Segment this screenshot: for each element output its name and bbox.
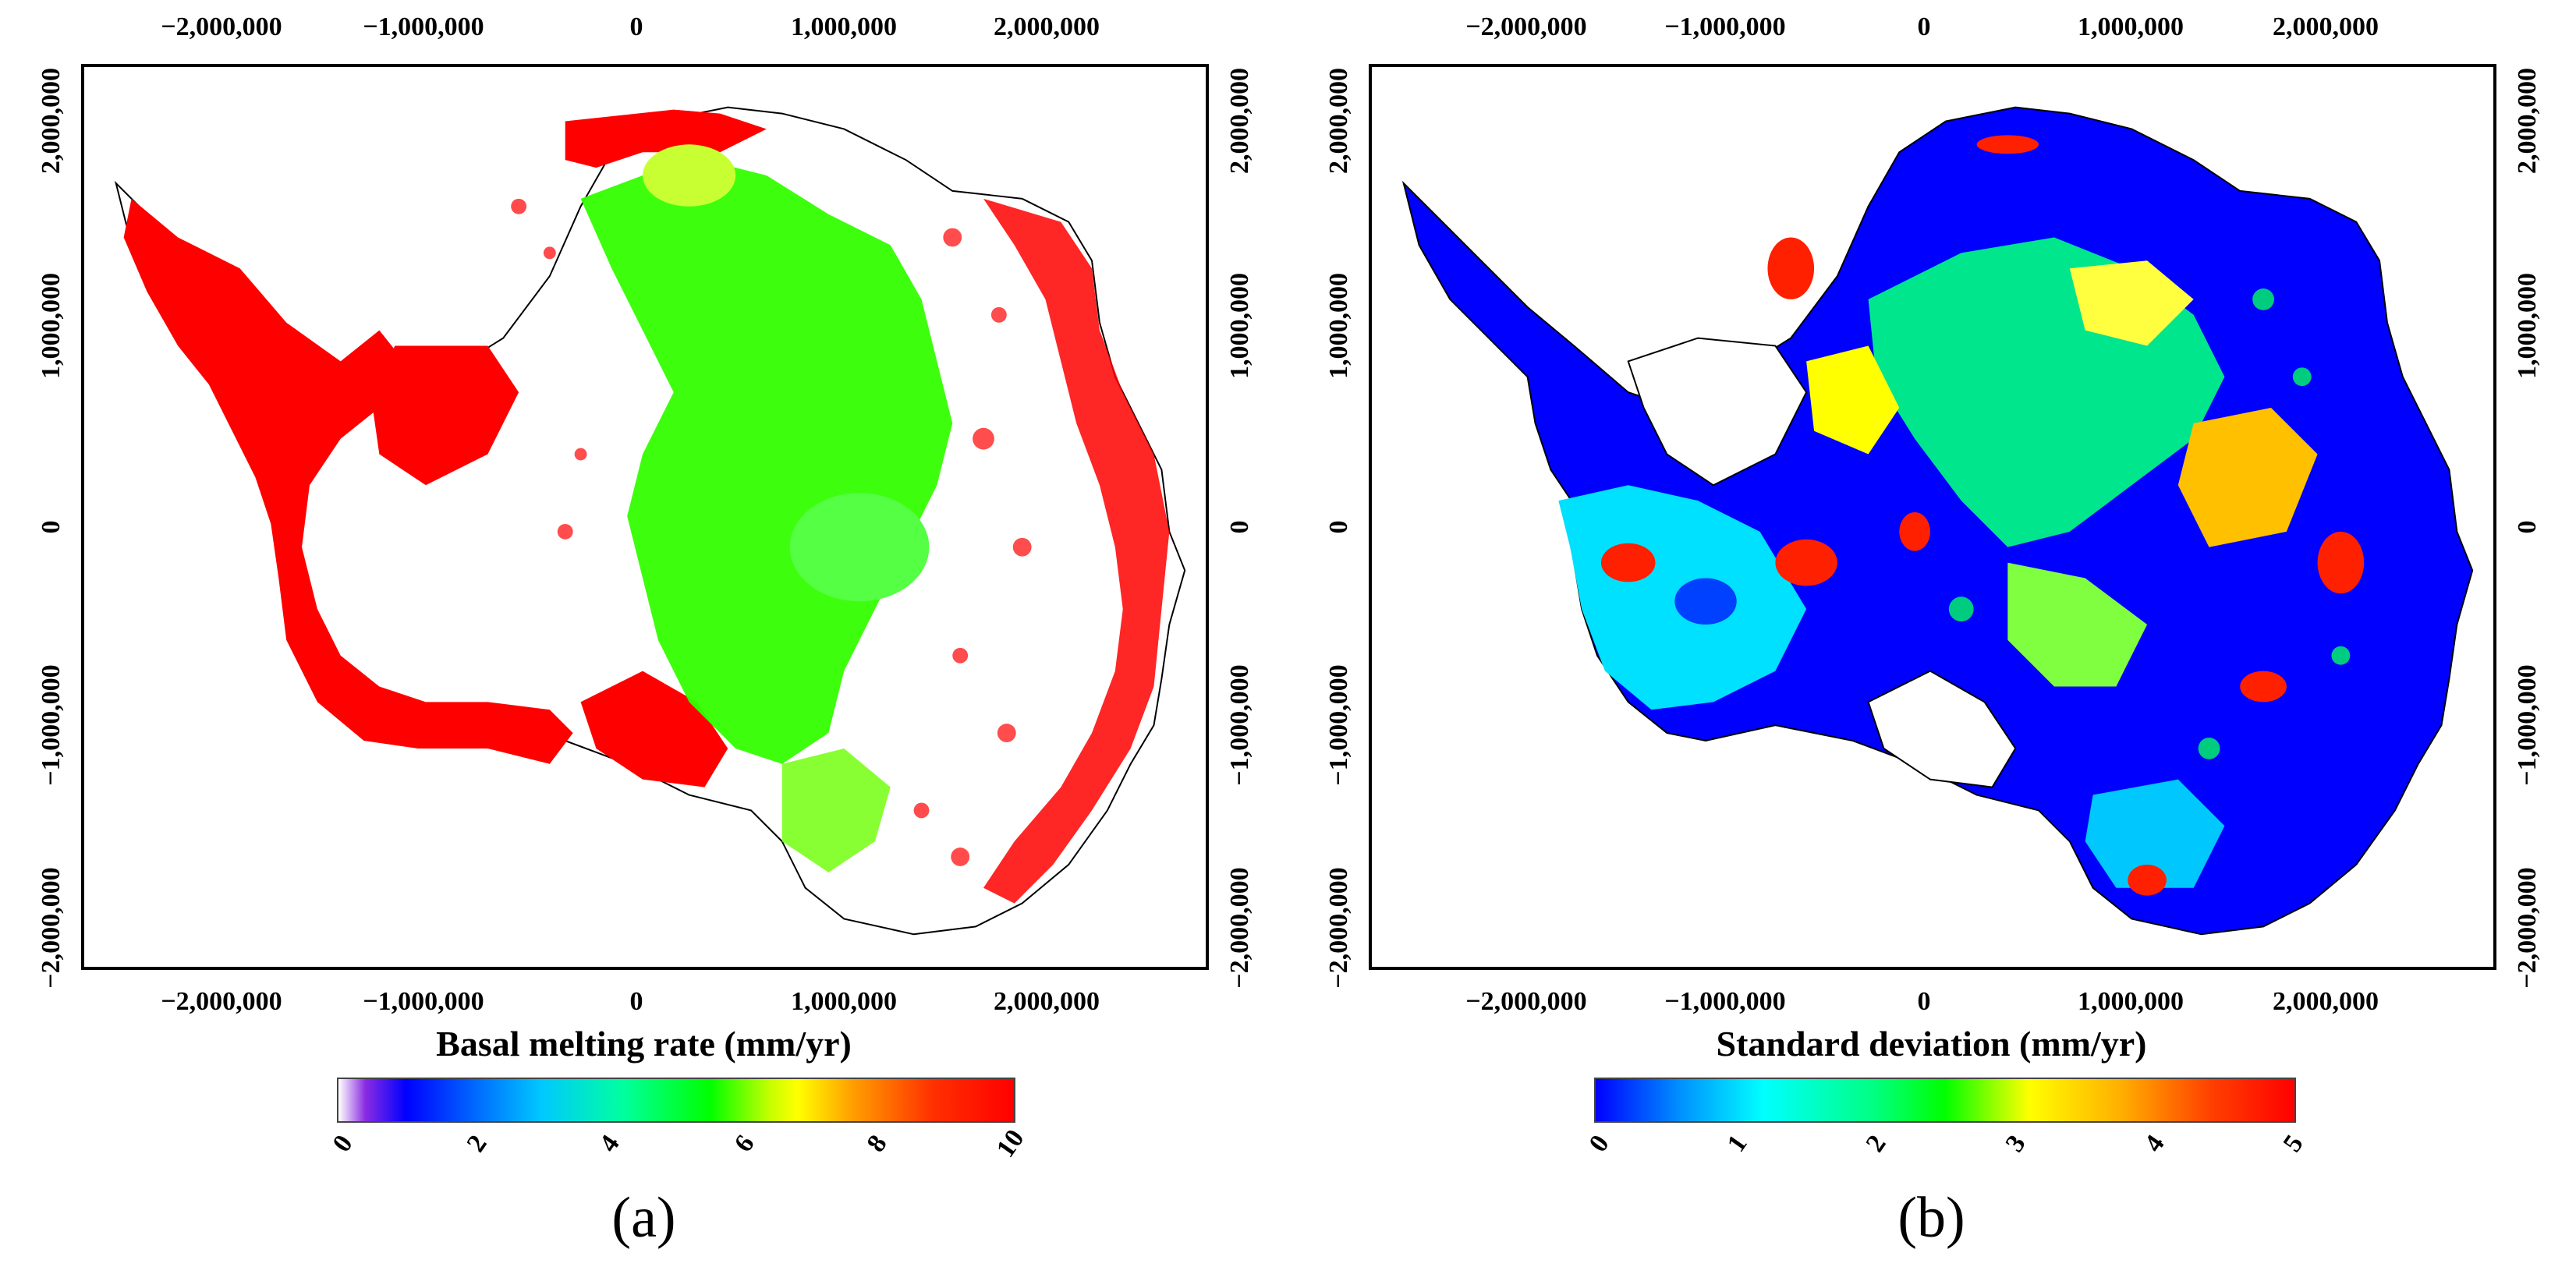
y-tick-left: −1,000,000 [1324,664,1353,786]
y-tick-right: 2,000,000 [2513,68,2542,174]
shelf-ross [1867,670,2017,788]
x-tick-bottom: 1,000,000 [791,987,897,1016]
colorbar-tick: 2 [461,1130,493,1158]
panel-label: (a) [611,1186,676,1250]
colorbar [337,1078,1015,1123]
blue-spot [1674,578,1737,625]
y-tick-right: −2,000,000 [2513,867,2542,989]
y-tick-right: 2,000,000 [1225,68,1254,174]
x-tick-bottom: −1,000,000 [1664,987,1786,1016]
colorbar-tick: 8 [861,1130,893,1158]
colorbar-title: Standard deviation (mm/yr) [1716,1024,2147,1064]
y-tick-right: 1,000,000 [1225,273,1254,379]
yellow-region-1 [1806,345,1900,455]
x-tick-top: −2,000,000 [161,12,282,41]
red-region-east [983,198,1170,904]
y-tick-right: 0 [2513,520,2542,534]
colorbar-tick: 1 [1721,1130,1753,1158]
red-region-ronne [371,345,519,486]
x-tick-bottom: −1,000,000 [363,987,484,1016]
y-tick-right: 0 [1225,520,1254,534]
y-tick-left: 0 [37,520,66,534]
y-tick-right: −2,000,000 [1225,867,1254,989]
std-dev-map [1369,64,2496,970]
y-tick-right: −1,000,000 [1225,664,1254,786]
x-tick-bottom: 2,000,000 [2273,987,2379,1016]
red-speckles [1600,135,2365,896]
x-tick-top: 1,000,000 [791,12,897,41]
green-spot [789,493,930,602]
x-tick-top: 1,000,000 [2078,12,2184,41]
panel-label: (b) [1897,1186,1965,1250]
x-tick-top: 0 [1917,12,1931,41]
y-tick-right: −1,000,000 [2513,664,2542,786]
y-tick-left: 2,000,000 [1324,68,1353,174]
orange-region-east [2177,407,2318,547]
y-tick-left: −2,000,000 [1324,867,1353,989]
colorbar-tick: 4 [2138,1130,2170,1158]
y-tick-right: 1,000,000 [2513,273,2542,379]
x-tick-bottom: 2,000,000 [994,987,1100,1016]
colorbar-tick: 0 [327,1130,359,1158]
colorbar-tick: 2 [1860,1130,1892,1158]
y-tick-left: 1,000,000 [1324,273,1353,379]
x-tick-top: −2,000,000 [1465,12,1587,41]
colorbar-tick: 0 [1583,1130,1615,1158]
y-tick-left: 2,000,000 [37,68,66,174]
colorbar-tick: 5 [2277,1130,2309,1158]
x-tick-bottom: 0 [629,987,643,1016]
x-tick-bottom: 1,000,000 [2078,987,2184,1016]
colorbar-title: Basal melting rate (mm/yr) [436,1024,852,1064]
colorbar-tick: 10 [990,1124,1030,1163]
green-region-interior [580,160,953,764]
shelf-ronne [1627,337,1808,487]
continent-outline [1401,106,2474,936]
panel-a: −2,000,000 −1,000,000 0 1,000,000 2,000,… [37,12,1254,1251]
colorbar [1594,1078,2296,1123]
colorbar-tick: 6 [728,1130,760,1158]
y-tick-left: −1,000,000 [37,664,66,786]
colorbar-tick: 4 [594,1130,625,1158]
antarctica-melt-map-graphic [114,106,1186,936]
y-tick-left: −2,000,000 [37,867,66,989]
melt-rate-map [81,64,1209,970]
cyan-region-south [2085,779,2225,888]
antarctica-std-map-graphic [1401,106,2474,936]
x-tick-bottom: −2,000,000 [1465,987,1587,1016]
x-tick-top: 2,000,000 [2273,12,2379,41]
colorbar-tick: 3 [2000,1130,2032,1158]
yellow-green-spot [643,144,736,207]
x-tick-top: −1,000,000 [363,12,484,41]
x-tick-top: −1,000,000 [1664,12,1786,41]
y-tick-left: 1,000,000 [37,273,66,379]
green-region-south [781,748,891,872]
x-tick-bottom: −2,000,000 [161,987,282,1016]
panel-b: −2,000,000 −1,000,000 0 1,000,000 2,000,… [1288,0,2575,1267]
green-region-south [2007,562,2148,687]
speckle-pattern [511,198,1032,866]
x-tick-top: 2,000,000 [994,12,1100,41]
yellow-region-2 [2069,260,2194,346]
x-tick-bottom: 0 [1917,987,1931,1016]
y-tick-left: 0 [1324,520,1353,534]
green-speckles [1948,288,2351,759]
red-region-west [123,198,573,764]
red-region-north [565,109,767,168]
x-tick-top: 0 [629,12,643,41]
